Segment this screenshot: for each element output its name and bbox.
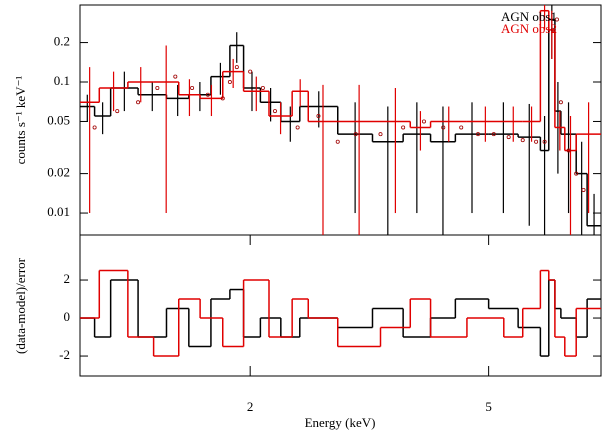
y-tick-label: 0.05 xyxy=(47,112,70,127)
model-point xyxy=(421,119,426,124)
model-point xyxy=(558,100,563,105)
model-point xyxy=(220,96,225,101)
model-point xyxy=(115,109,120,114)
model-point xyxy=(316,114,321,119)
model-point xyxy=(581,187,586,192)
model-point xyxy=(190,86,195,91)
model-point xyxy=(459,125,464,130)
top-frame xyxy=(79,4,602,236)
y-tick-label: 0 xyxy=(64,309,71,324)
y-tick-label: 0.01 xyxy=(47,204,70,219)
model-point xyxy=(295,125,300,130)
model-point xyxy=(542,139,547,144)
y-tick-label: 0.2 xyxy=(54,34,70,49)
x-tick-label: 2 xyxy=(247,399,254,414)
model-point xyxy=(234,65,239,70)
legend-label: AGN obs2 xyxy=(501,21,557,36)
model-point xyxy=(520,138,525,143)
model-point xyxy=(136,100,141,105)
model-point xyxy=(378,132,383,137)
legend-label: AGN obs1 xyxy=(501,9,557,24)
model-point xyxy=(155,86,160,91)
model-point xyxy=(401,125,406,130)
model-point xyxy=(92,125,97,130)
x-tick-label: 5 xyxy=(485,399,492,414)
model-point xyxy=(248,69,253,74)
y-axis-label: counts s⁻¹ keV⁻¹ xyxy=(13,76,28,165)
model-point xyxy=(491,132,496,137)
plot-area xyxy=(80,269,601,357)
model-point xyxy=(554,17,559,22)
model-point xyxy=(335,139,340,144)
y-axis-label: (data-model)/error xyxy=(13,257,28,354)
model-point xyxy=(476,132,481,137)
y-tick-label: -2 xyxy=(59,347,70,362)
model-point xyxy=(574,171,579,176)
model-point xyxy=(272,109,277,114)
plot-area xyxy=(80,5,601,235)
model-point xyxy=(260,86,265,91)
model-point xyxy=(173,74,178,79)
model-point xyxy=(353,132,358,137)
y-tick-label: 0.1 xyxy=(54,73,70,88)
x-axis-label: Energy (keV) xyxy=(305,415,376,430)
model-point xyxy=(534,139,539,144)
model-point xyxy=(550,27,555,32)
model-point xyxy=(506,135,511,140)
y-tick-label: 0.02 xyxy=(47,165,70,180)
model-point xyxy=(566,148,571,153)
y-tick-label: 2 xyxy=(64,271,71,286)
model-point xyxy=(441,125,446,130)
model-point xyxy=(227,80,232,85)
model-point xyxy=(205,92,210,97)
bottom-frame xyxy=(79,234,602,377)
